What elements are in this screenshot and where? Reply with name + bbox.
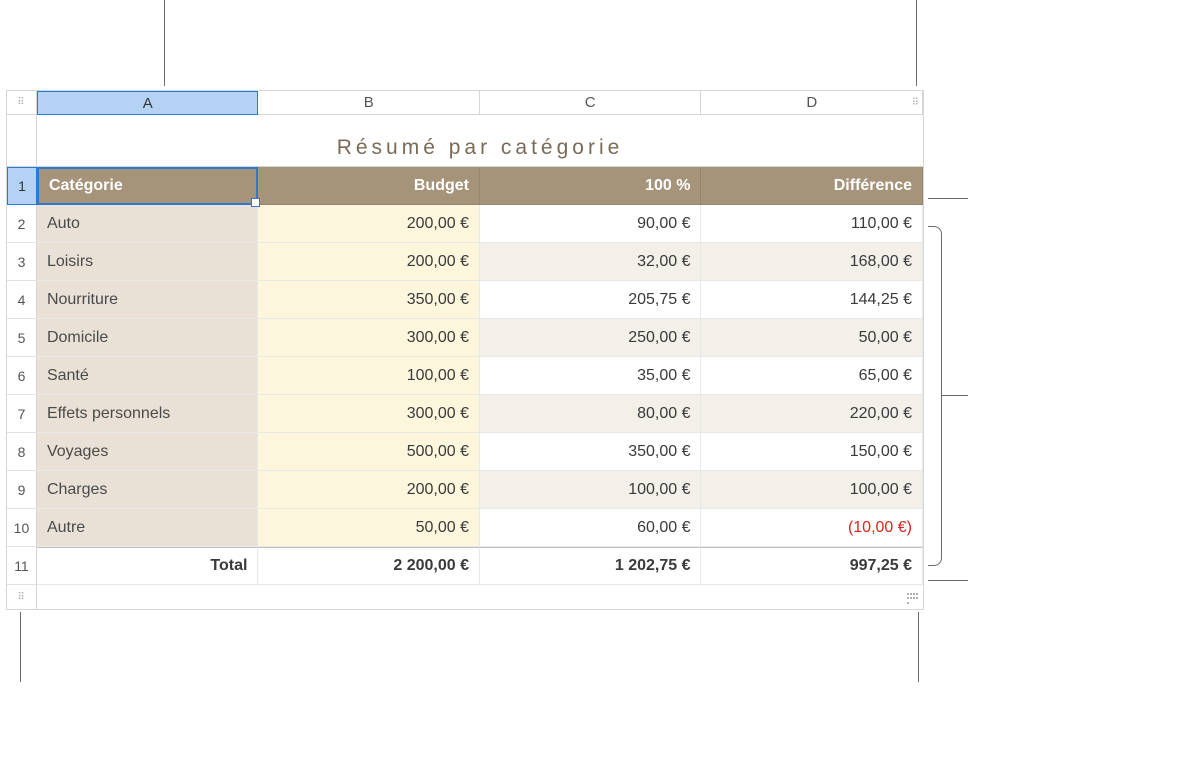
- total-pct[interactable]: 1 202,75 €: [480, 547, 702, 585]
- row-header-7[interactable]: 7: [7, 395, 37, 433]
- header-cell-budget[interactable]: Budget: [258, 167, 480, 205]
- table-title-row: Résumé par catégorie: [7, 115, 923, 167]
- row-header-5[interactable]: 5: [7, 319, 37, 357]
- cell-pct[interactable]: 350,00 €: [480, 433, 702, 471]
- total-budget[interactable]: 2 200,00 €: [258, 547, 480, 585]
- cell-category[interactable]: Effets personnels: [37, 395, 259, 433]
- row-header-8[interactable]: 8: [7, 433, 37, 471]
- table-row: 2Auto200,00 €90,00 €110,00 €: [7, 205, 923, 243]
- cell-diff[interactable]: 100,00 €: [701, 471, 923, 509]
- column-letter-d: D: [806, 94, 817, 111]
- cell-budget[interactable]: 300,00 €: [258, 319, 480, 357]
- table-total-row: 11 Total 2 200,00 € 1 202,75 € 997,25 €: [7, 547, 923, 585]
- column-header-c[interactable]: C: [480, 91, 702, 115]
- header-cell-pct[interactable]: 100 %: [480, 167, 702, 205]
- cell-pct[interactable]: 32,00 €: [480, 243, 702, 281]
- table-title[interactable]: Résumé par catégorie: [37, 115, 923, 167]
- cell-budget[interactable]: 200,00 €: [258, 471, 480, 509]
- cell-pct[interactable]: 60,00 €: [480, 509, 702, 547]
- table-row: 8Voyages500,00 €350,00 €150,00 €: [7, 433, 923, 471]
- column-grip-icon[interactable]: ⠿: [912, 97, 920, 108]
- table-footer-blank: [37, 585, 923, 609]
- cell-pct[interactable]: 250,00 €: [480, 319, 702, 357]
- cell-category[interactable]: Santé: [37, 357, 259, 395]
- cell-diff[interactable]: 65,00 €: [701, 357, 923, 395]
- cell-pct[interactable]: 100,00 €: [480, 471, 702, 509]
- cell-budget[interactable]: 50,00 €: [258, 509, 480, 547]
- spreadsheet-table: ⠿ A B C D ⠿ Résumé par catégorie 1 Catég…: [6, 90, 924, 610]
- cell-category[interactable]: Domicile: [37, 319, 259, 357]
- header-cell-category[interactable]: Catégorie: [37, 167, 259, 205]
- column-header-row: ⠿ A B C D ⠿: [7, 91, 923, 115]
- row-header-11[interactable]: 11: [7, 547, 37, 585]
- cell-diff[interactable]: 150,00 €: [701, 433, 923, 471]
- cell-budget[interactable]: 500,00 €: [258, 433, 480, 471]
- table-row: 6Santé100,00 €35,00 €65,00 €: [7, 357, 923, 395]
- row-header-2[interactable]: 2: [7, 205, 37, 243]
- table-row: 10Autre50,00 €60,00 €(10,00 €): [7, 509, 923, 547]
- row-header-10[interactable]: 10: [7, 509, 37, 547]
- table-corner-handle[interactable]: ⠿: [7, 91, 37, 115]
- cell-pct[interactable]: 205,75 €: [480, 281, 702, 319]
- cell-category[interactable]: Autre: [37, 509, 259, 547]
- row-header-4[interactable]: 4: [7, 281, 37, 319]
- cell-category[interactable]: Voyages: [37, 433, 259, 471]
- cell-diff[interactable]: 168,00 €: [701, 243, 923, 281]
- cell-diff[interactable]: 220,00 €: [701, 395, 923, 433]
- row-header-3[interactable]: 3: [7, 243, 37, 281]
- cell-diff[interactable]: (10,00 €): [701, 509, 923, 547]
- row-header-blank: [7, 115, 37, 167]
- cell-budget[interactable]: 200,00 €: [258, 243, 480, 281]
- cell-category[interactable]: Nourriture: [37, 281, 259, 319]
- cell-diff[interactable]: 144,25 €: [701, 281, 923, 319]
- header-cell-diff[interactable]: Différence: [701, 167, 923, 205]
- table-resize-handle[interactable]: [907, 593, 919, 605]
- cell-budget[interactable]: 300,00 €: [258, 395, 480, 433]
- cell-budget[interactable]: 200,00 €: [258, 205, 480, 243]
- cell-diff[interactable]: 110,00 €: [701, 205, 923, 243]
- table-footer-strip: ⠿: [7, 585, 923, 609]
- cell-budget[interactable]: 350,00 €: [258, 281, 480, 319]
- table-row: 7Effets personnels300,00 €80,00 €220,00 …: [7, 395, 923, 433]
- cell-pct[interactable]: 35,00 €: [480, 357, 702, 395]
- cell-category[interactable]: Charges: [37, 471, 259, 509]
- table-row: 5Domicile300,00 €250,00 €50,00 €: [7, 319, 923, 357]
- table-header-row: 1 Catégorie Budget 100 % Différence: [7, 167, 923, 205]
- total-label[interactable]: Total: [37, 547, 259, 585]
- table-row: 9Charges200,00 €100,00 €100,00 €: [7, 471, 923, 509]
- cell-category[interactable]: Auto: [37, 205, 259, 243]
- row-header-9[interactable]: 9: [7, 471, 37, 509]
- cell-budget[interactable]: 100,00 €: [258, 357, 480, 395]
- column-header-b[interactable]: B: [258, 91, 480, 115]
- cell-diff[interactable]: 50,00 €: [701, 319, 923, 357]
- cell-category[interactable]: Loisirs: [37, 243, 259, 281]
- cell-pct[interactable]: 80,00 €: [480, 395, 702, 433]
- table-row: 3Loisirs200,00 €32,00 €168,00 €: [7, 243, 923, 281]
- row-header-1[interactable]: 1: [7, 167, 37, 205]
- table-body: 2Auto200,00 €90,00 €110,00 €3Loisirs200,…: [7, 205, 923, 547]
- column-header-a[interactable]: A: [37, 91, 259, 115]
- row-header-6[interactable]: 6: [7, 357, 37, 395]
- total-diff[interactable]: 997,25 €: [701, 547, 923, 585]
- column-header-d[interactable]: D ⠿: [701, 91, 923, 115]
- cell-pct[interactable]: 90,00 €: [480, 205, 702, 243]
- row-grip-handle[interactable]: ⠿: [7, 585, 37, 609]
- table-row: 4Nourriture350,00 €205,75 €144,25 €: [7, 281, 923, 319]
